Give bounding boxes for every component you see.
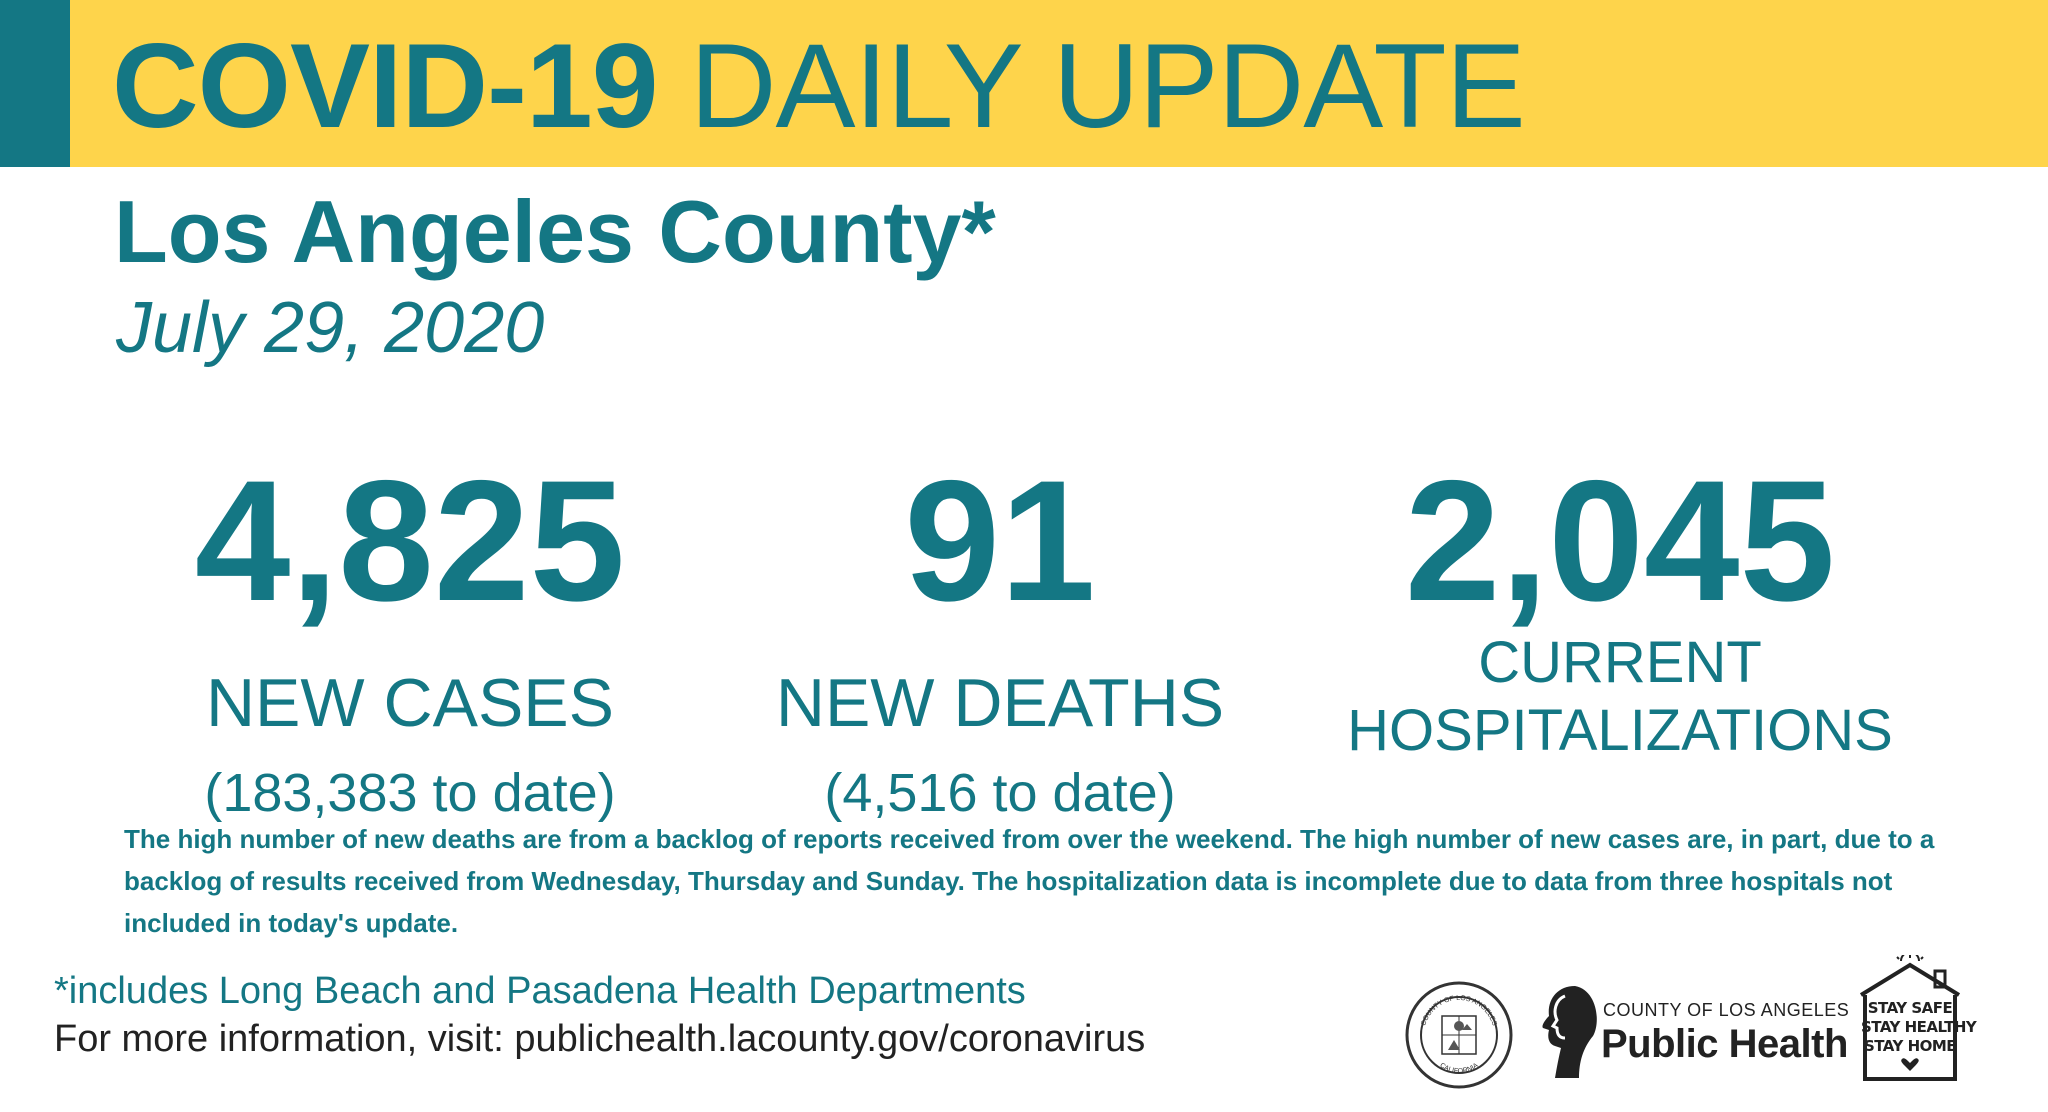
banner-title-bold: COVID-19 [112,19,658,153]
more-info-link[interactable]: For more information, visit: publichealt… [54,1018,1146,1060]
hospitalizations-value: 2,045 [1404,445,1836,637]
stat-new-deaths: 91 NEW DEATHS (4,516 to date) [750,455,1250,823]
banner-title: COVID-19 DAILY UPDATE [112,26,1526,146]
county-seal-icon: COUNTY OF LOS ANGELES CALIFORNIA [1405,981,1513,1089]
new-cases-label: NEW CASES [205,665,615,741]
title-banner: COVID-19 DAILY UPDATE [0,0,2048,167]
new-deaths-label: NEW DEATHS [775,665,1225,741]
banner-accent-bar [0,0,70,167]
location-title: Los Angeles County* [114,182,996,281]
new-cases-value: 4,825 [194,445,626,637]
stay-line-1: STAY SAFE [1867,999,1953,1017]
stay-safe-text: STAY SAFE STAY HEALTHY STAY HOME [1861,999,1977,1056]
heart-icon [1901,1058,1919,1071]
house-outline-icon [1859,955,1961,1081]
new-deaths-to-date: (4,516 to date) [824,763,1176,823]
report-date: July 29, 2020 [116,288,545,368]
hospitalizations-label-line2: HOSPITALIZATIONS [1347,698,1893,763]
new-deaths-value: 91 [904,445,1096,637]
hospitalizations-label-line1: CURRENT [1478,630,1762,695]
backlog-note: The high number of new deaths are from a… [124,824,1935,938]
includes-footnote: *includes Long Beach and Pasadena Health… [54,970,1026,1012]
stay-line-3: STAY HOME [1863,1037,1957,1055]
banner-title-rest: DAILY UPDATE [689,19,1526,153]
stay-line-2: STAY HEALTHY [1861,1018,1977,1036]
public-health-county-text: COUNTY OF LOS ANGELES [1603,1000,1850,1020]
public-health-logo: COUNTY OF LOS ANGELES Public Health [1535,982,1849,1082]
stat-hospitalizations: 2,045 CURRENT HOSPITALIZATIONS [1330,455,1910,765]
new-cases-to-date: (183,383 to date) [204,763,616,823]
stat-new-cases: 4,825 NEW CASES (183,383 to date) [160,455,660,823]
public-health-title: Public Health [1601,1022,1848,1066]
profile-heads-icon [1542,986,1597,1078]
stay-safe-logo: STAY SAFE STAY HEALTHY STAY HOME [1855,955,1977,1085]
hospitalizations-label: CURRENT HOSPITALIZATIONS [1330,629,1910,765]
